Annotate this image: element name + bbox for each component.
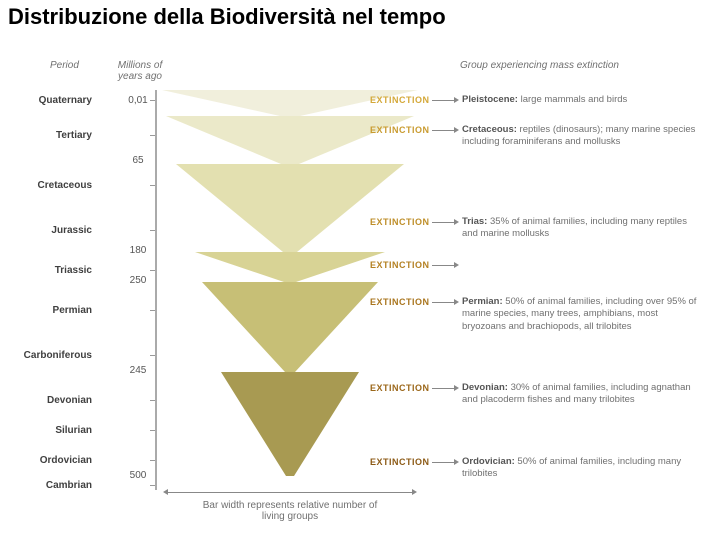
period-label: Silurian (12, 425, 92, 436)
timeline-axis (155, 90, 157, 490)
period-label: Tertiary (12, 130, 92, 141)
period-label: Jurassic (12, 225, 92, 236)
extinction-description: Pleistocene: large mammals and birds (462, 94, 697, 106)
extinction-description: Trias: 35% of animal families, including… (462, 216, 697, 241)
period-label: Cretaceous (12, 180, 92, 191)
funnel-segment (193, 252, 387, 282)
extinction-arrow (432, 130, 454, 131)
year-label: 250 (118, 275, 158, 286)
extinction-arrow (432, 302, 454, 303)
extinction-label: EXTINCTION (370, 95, 430, 105)
period-tick (150, 310, 155, 311)
chart-area: Period Millions of years ago Group exper… (0, 60, 720, 530)
period-tick (150, 400, 155, 401)
width-indicator-arrow (168, 492, 412, 493)
period-tick (150, 135, 155, 136)
year-label: 180 (118, 245, 158, 256)
extinction-description: Cretaceous: reptiles (dinosaurs); many m… (462, 124, 697, 149)
period-tick (150, 460, 155, 461)
extinction-arrow (432, 265, 454, 266)
period-label: Ordovician (12, 455, 92, 466)
extinction-label: EXTINCTION (370, 457, 430, 467)
header-group: Group experiencing mass extinction (460, 60, 619, 71)
extinction-arrow (432, 100, 454, 101)
header-years: Millions of years ago (115, 60, 165, 82)
extinction-label: EXTINCTION (370, 260, 430, 270)
period-tick (150, 430, 155, 431)
header-period: Period (50, 60, 79, 71)
period-label: Cambrian (12, 480, 92, 491)
extinction-label: EXTINCTION (370, 125, 430, 135)
funnel-segment (200, 282, 380, 372)
funnel-segment (174, 164, 406, 252)
period-label: Triassic (12, 265, 92, 276)
extinction-arrow (432, 388, 454, 389)
period-tick (150, 230, 155, 231)
period-label: Quaternary (12, 95, 92, 106)
extinction-label: EXTINCTION (370, 217, 430, 227)
period-label: Devonian (12, 395, 92, 406)
period-tick (150, 185, 155, 186)
period-tick (150, 485, 155, 486)
extinction-label: EXTINCTION (370, 383, 430, 393)
year-label: 65 (118, 155, 158, 166)
extinction-description: Permian: 50% of animal families, includi… (462, 296, 697, 333)
extinction-arrow (432, 462, 454, 463)
extinction-label: EXTINCTION (370, 297, 430, 307)
extinction-description: Devonian: 30% of animal families, includ… (462, 382, 697, 407)
bottom-caption: Bar width represents relative number of … (190, 500, 390, 522)
period-tick (150, 355, 155, 356)
period-label: Permian (12, 305, 92, 316)
period-tick (150, 270, 155, 271)
page-title: Distribuzione della Biodiversità nel tem… (0, 0, 720, 34)
period-label: Carboniferous (12, 350, 92, 361)
year-label: 0,01 (118, 95, 158, 106)
extinction-description: Ordovician: 50% of animal families, incl… (462, 456, 697, 481)
year-label: 245 (118, 365, 158, 376)
funnel-segment (219, 372, 361, 476)
extinction-arrow (432, 222, 454, 223)
year-label: 500 (118, 470, 158, 481)
funnel-segment (164, 116, 416, 164)
